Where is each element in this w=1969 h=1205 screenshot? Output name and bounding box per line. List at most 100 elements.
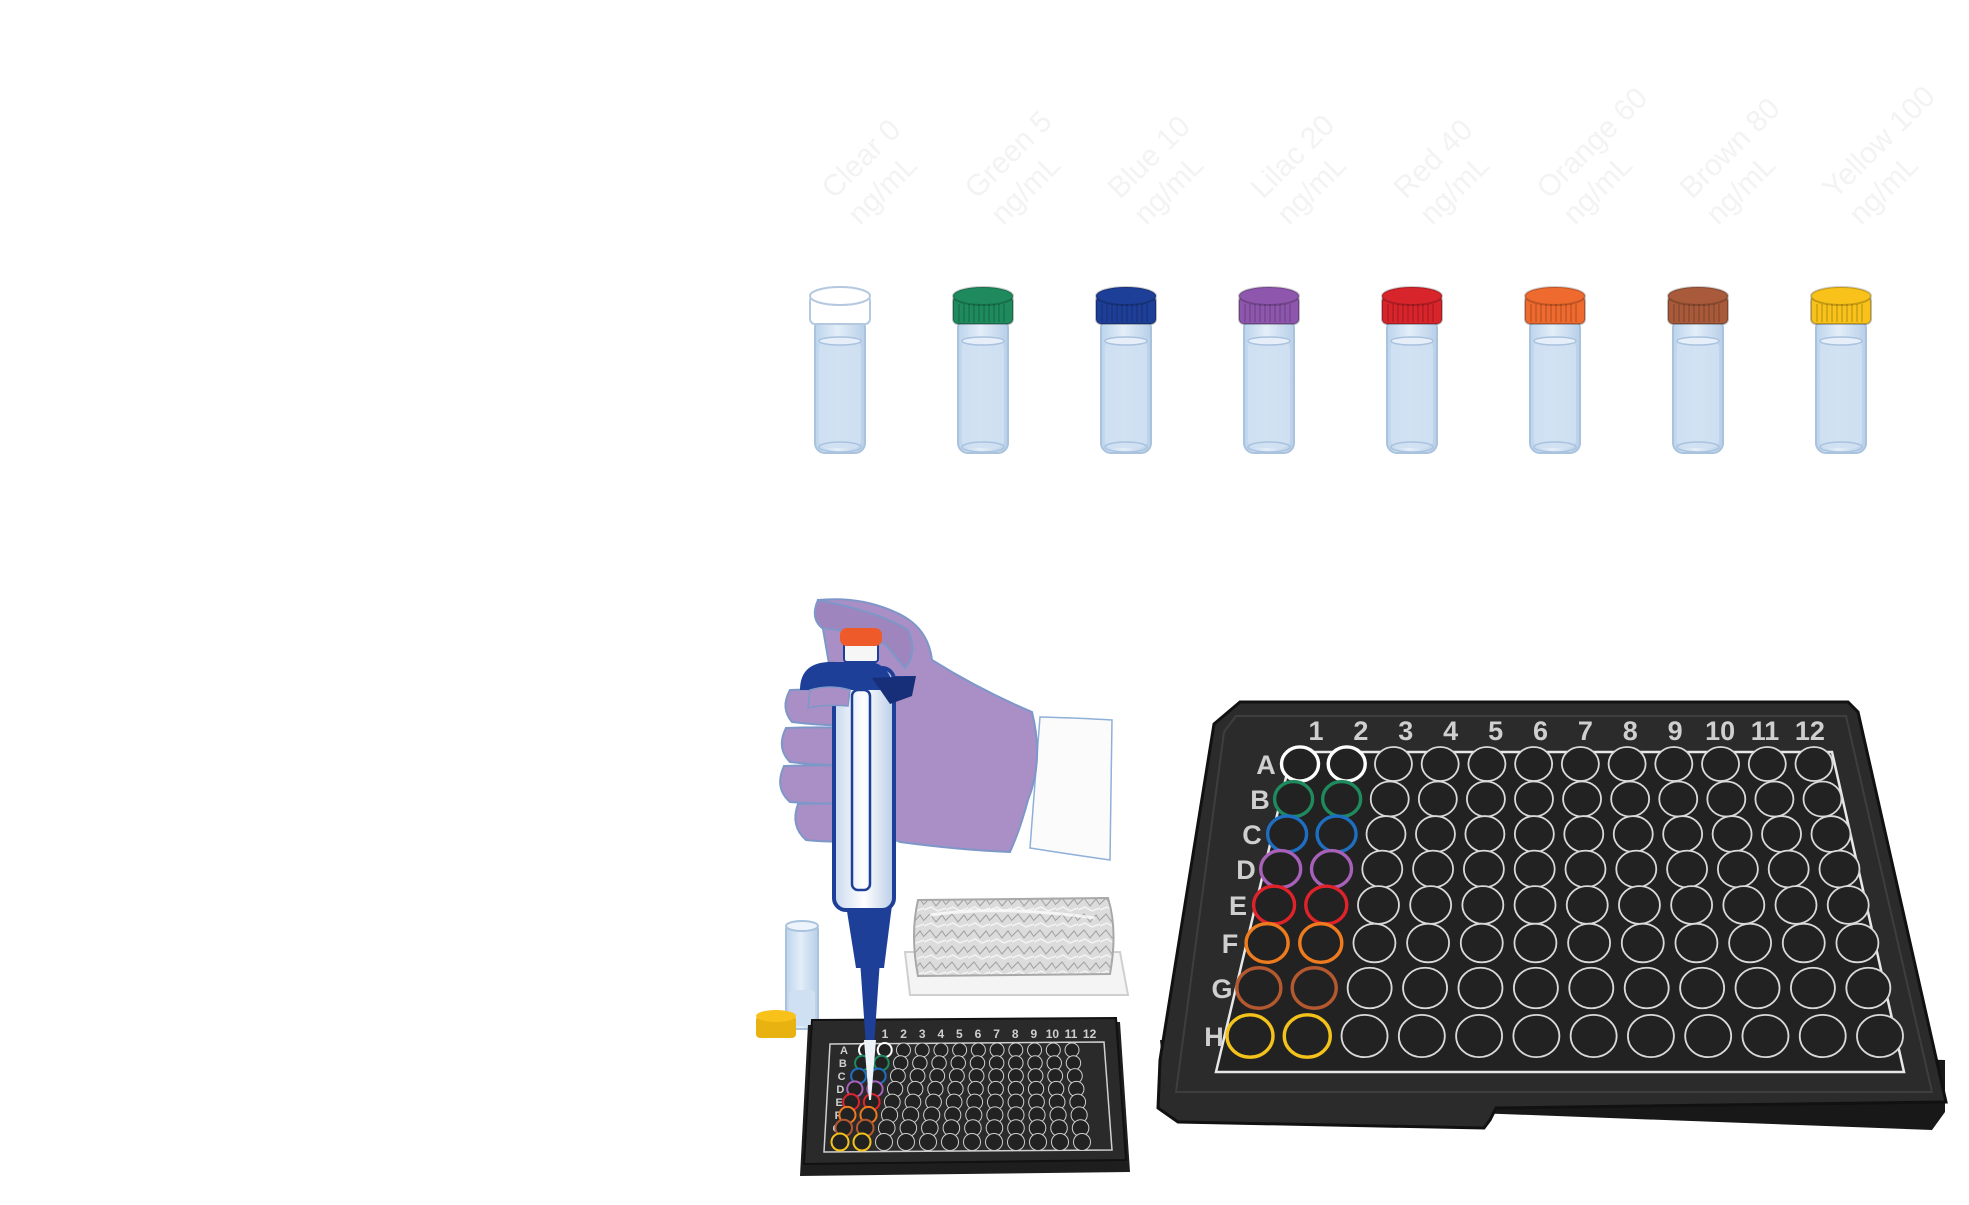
plate-well <box>1666 849 1708 889</box>
plate-well <box>1406 922 1450 964</box>
vial-green <box>952 286 1014 454</box>
plate-row-label: F <box>1222 929 1239 959</box>
small-plate-well <box>852 1132 872 1152</box>
small-plate-well <box>830 1132 850 1152</box>
small-plate-column-label: 5 <box>956 1027 963 1041</box>
small-plate-column-label: 7 <box>993 1027 1000 1041</box>
small-plate-column-label: 1 <box>882 1027 889 1041</box>
small-plate-well <box>969 1055 986 1071</box>
plate-well <box>1845 966 1892 1010</box>
plate-column-label: 5 <box>1488 716 1503 746</box>
plate-well <box>1615 849 1658 889</box>
plate-well <box>1225 1013 1275 1059</box>
plate-well <box>1618 885 1661 925</box>
plate-well <box>1679 966 1726 1010</box>
plate-column-label: 2 <box>1353 716 1368 746</box>
plate-well <box>1282 1013 1332 1059</box>
small-plate-well <box>1051 1133 1069 1151</box>
plate-well <box>1684 1013 1733 1059</box>
plate-well <box>1466 780 1506 818</box>
gloved-hand <box>779 598 1113 861</box>
plate-row-label: D <box>1236 855 1256 885</box>
small-plate-well <box>988 1055 1005 1071</box>
small-plate-well <box>1008 1042 1024 1058</box>
plate-well <box>1741 1013 1790 1059</box>
plate-well <box>1802 780 1843 818</box>
plate-well <box>1420 746 1460 782</box>
small-plate-well <box>914 1042 930 1058</box>
plate-well <box>1623 966 1670 1010</box>
small-plate-well <box>889 1068 906 1084</box>
small-plate-column-label: 9 <box>1030 1027 1037 1041</box>
small-plate-column-label: 4 <box>937 1027 944 1041</box>
plate-well <box>1402 966 1448 1010</box>
plate-well <box>1513 922 1558 964</box>
plate-row-label: E <box>1229 891 1247 921</box>
plate-well <box>1798 1013 1847 1059</box>
plate-well <box>1374 746 1413 782</box>
plate-row-label: B <box>1250 785 1270 815</box>
small-plate-well <box>931 1055 947 1071</box>
small-plate-row-label: F <box>835 1110 842 1122</box>
plate-well <box>1251 884 1297 926</box>
plate-well <box>1309 848 1354 890</box>
plate-well <box>1244 921 1290 965</box>
plate-well <box>1674 922 1719 964</box>
small-plate-well <box>1027 1042 1043 1058</box>
plate-column-label: 10 <box>1705 716 1735 746</box>
vial-cap <box>1095 286 1157 325</box>
plate-well <box>1369 780 1410 818</box>
plate-well <box>1361 849 1404 889</box>
small-plate-well <box>1029 1133 1047 1151</box>
small-plate-column-label: 8 <box>1012 1027 1019 1041</box>
plate-row-label: C <box>1242 820 1262 850</box>
plate-well <box>1397 1013 1446 1059</box>
plate-well <box>1514 746 1554 782</box>
plate-column-label: 9 <box>1668 716 1683 746</box>
plate-well <box>1627 1013 1675 1059</box>
vial-cap <box>952 286 1014 325</box>
plate-well <box>1670 885 1714 925</box>
small-plate-row-label: E <box>836 1097 843 1109</box>
vial-blue <box>1095 286 1157 454</box>
small-plate-well <box>912 1055 928 1071</box>
vial-orange <box>1524 286 1586 454</box>
plate-well <box>1662 815 1704 853</box>
yellow-cap <box>756 1010 796 1038</box>
plate-well <box>1767 849 1810 889</box>
plate-well <box>1567 922 1611 964</box>
plate-well <box>1258 848 1303 890</box>
thumb-overlay <box>807 686 851 709</box>
small-plate-well <box>919 1133 937 1151</box>
plate-well <box>1728 922 1772 964</box>
plate-well <box>1701 746 1740 782</box>
plate-well <box>1835 922 1880 964</box>
plate-well <box>1265 814 1309 854</box>
plate-row-label: H <box>1204 1022 1224 1052</box>
vial-cap <box>1238 286 1300 325</box>
foil-reservoir <box>903 896 1130 996</box>
plate-well <box>1747 746 1787 782</box>
plate-row-label: G <box>1211 974 1232 1004</box>
vial-clear <box>809 286 871 454</box>
plate-well <box>1610 780 1651 818</box>
plate-well <box>1513 849 1556 889</box>
plate-well <box>1856 1013 1904 1059</box>
small-plate-well <box>970 1042 986 1058</box>
small-plate-column-label: 6 <box>975 1027 982 1041</box>
small-plate-well <box>1027 1055 1043 1071</box>
small-plate-well <box>952 1042 968 1058</box>
small-plate-column-label: 11 <box>1065 1027 1078 1041</box>
vial-cap <box>1810 286 1872 325</box>
plate-well <box>1562 780 1602 818</box>
plate-well <box>1722 885 1766 925</box>
small-plate-well <box>1064 1042 1080 1058</box>
small-plate-well <box>895 1042 911 1058</box>
vial-yellow <box>1810 286 1872 454</box>
plate-well <box>1320 779 1363 819</box>
small-plate-column-label: 3 <box>919 1027 926 1041</box>
plate-well <box>1464 815 1506 853</box>
plate-well <box>1513 885 1557 925</box>
